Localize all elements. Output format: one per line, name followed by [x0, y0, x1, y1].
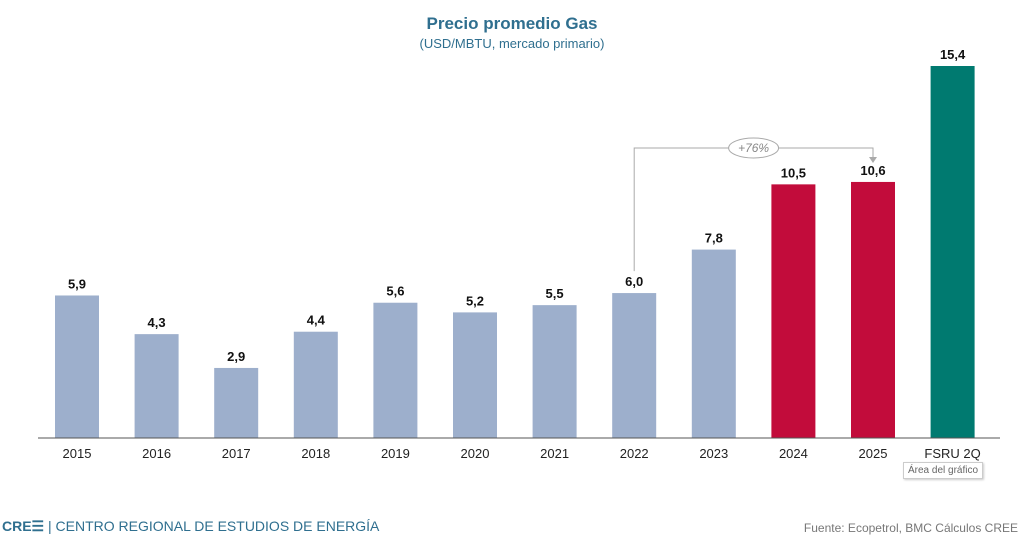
- x-tick-label: 2022: [620, 446, 649, 461]
- x-tick-label: 2023: [699, 446, 728, 461]
- x-tick-label: 2018: [301, 446, 330, 461]
- bar-2020: [453, 312, 497, 438]
- data-label: 4,3: [148, 315, 166, 330]
- chart-subtitle: (USD/MBTU, mercado primario): [419, 36, 605, 51]
- x-tick-label: 2019: [381, 446, 410, 461]
- data-label: 10,6: [860, 163, 885, 178]
- x-tick-label: 2025: [859, 446, 888, 461]
- data-label: 10,5: [781, 165, 806, 180]
- data-label: 5,5: [546, 286, 564, 301]
- logo-mark: CRE☰: [2, 518, 45, 534]
- x-tick-label: 2024: [779, 446, 808, 461]
- annotation-bracket: [633, 147, 874, 272]
- bar-2017: [214, 367, 259, 438]
- data-label: 6,0: [625, 274, 643, 289]
- x-tick-label: 2015: [63, 446, 92, 461]
- x-tick-label: 2016: [142, 446, 171, 461]
- annotation-arrow: [869, 157, 877, 163]
- bar-FSRU 2Q: [930, 66, 975, 438]
- x-tick-label: 2021: [540, 446, 569, 461]
- data-label: 5,2: [466, 293, 484, 308]
- annotation-bubble: [728, 137, 780, 159]
- data-label: 5,6: [386, 284, 404, 299]
- bar-2021: [532, 305, 577, 438]
- bar-2016: [134, 334, 179, 438]
- x-tick-label: 2020: [461, 446, 490, 461]
- bar-2023: [691, 249, 736, 438]
- annotation-label: +76%: [738, 141, 769, 155]
- bar-2025: [851, 181, 895, 438]
- x-tick-label: 2017: [222, 446, 251, 461]
- cree-logo: CRE☰ | CENTRO REGIONAL DE ESTUDIOS DE EN…: [2, 518, 379, 535]
- source-note: Fuente: Ecopetrol, BMC Cálculos CREE: [803, 521, 1018, 535]
- data-label: 15,4: [940, 47, 966, 62]
- data-label: 2,9: [227, 349, 245, 364]
- bar-2015: [55, 295, 99, 438]
- bar-2018: [293, 331, 338, 438]
- data-label: 5,9: [68, 276, 86, 291]
- chart-title: Precio promedio Gas: [426, 14, 598, 33]
- org-name: | CENTRO REGIONAL DE ESTUDIOS DE ENERGÍA: [44, 518, 380, 534]
- data-label: 4,4: [307, 313, 326, 328]
- bar-2019: [373, 302, 418, 438]
- bar-2022: [612, 293, 657, 438]
- bar-2024: [771, 184, 816, 438]
- x-tick-label: FSRU 2Q: [924, 446, 980, 461]
- data-label: 7,8: [705, 231, 723, 246]
- chart-area-tooltip: Área del gráfico: [903, 462, 984, 479]
